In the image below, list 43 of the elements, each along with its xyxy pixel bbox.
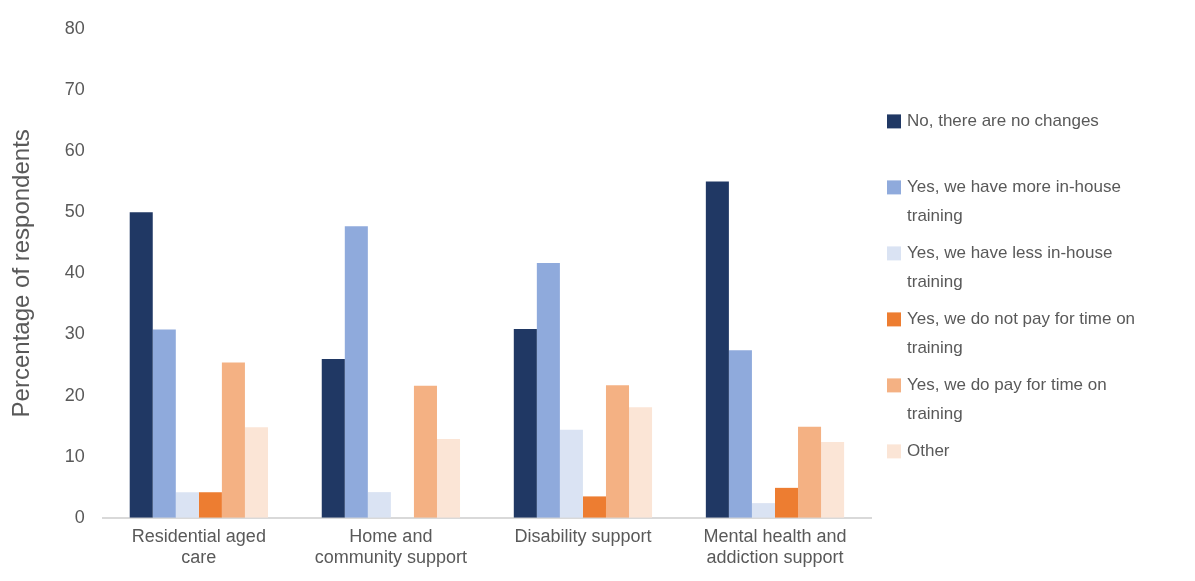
legend-label: Other	[907, 441, 950, 461]
bar	[129, 212, 153, 518]
x-tick-label: Home and community support	[314, 525, 467, 568]
bar	[367, 492, 391, 518]
bar	[198, 492, 222, 518]
y-tick-label: 30	[64, 323, 85, 344]
legend-label: No, there are no changes	[907, 111, 1099, 131]
y-tick-label: 10	[64, 445, 85, 466]
y-tick-label: 50	[64, 201, 85, 222]
bar	[705, 181, 729, 518]
y-axis-title: Percentage of respondents	[7, 129, 35, 418]
bar	[774, 487, 799, 518]
y-tick-label: 70	[64, 78, 85, 99]
bar	[344, 226, 368, 518]
bar	[436, 438, 461, 518]
legend-label: Yes, we have less in-house training	[907, 243, 1113, 292]
bar	[582, 496, 606, 518]
bar	[321, 358, 345, 518]
y-tick-label: 60	[64, 140, 85, 161]
y-tick-label: 20	[64, 384, 85, 405]
bar	[559, 429, 583, 518]
bar	[798, 426, 822, 518]
bar	[536, 262, 560, 518]
x-tick-label: Residential aged care	[131, 525, 266, 568]
bar	[513, 328, 537, 518]
bar	[244, 427, 268, 518]
bar	[175, 492, 199, 518]
bar	[629, 407, 653, 518]
y-tick-label: 0	[74, 506, 85, 527]
bar	[751, 503, 775, 518]
legend-label: Yes, we have more in-house training	[907, 177, 1121, 226]
x-tick-label: Disability support	[514, 525, 652, 546]
bar	[413, 385, 437, 518]
x-tick-label: Mental health and addiction support	[703, 525, 847, 568]
y-tick-label: 40	[64, 262, 85, 283]
bar	[152, 329, 176, 518]
bar	[821, 442, 845, 518]
legend-label: Yes, we do not pay for time on training	[907, 309, 1136, 358]
y-tick-label: 80	[64, 17, 85, 38]
bar	[605, 385, 630, 518]
bar	[221, 362, 245, 518]
bar	[728, 350, 752, 518]
legend-label: Yes, we do pay for time on training	[907, 375, 1107, 424]
